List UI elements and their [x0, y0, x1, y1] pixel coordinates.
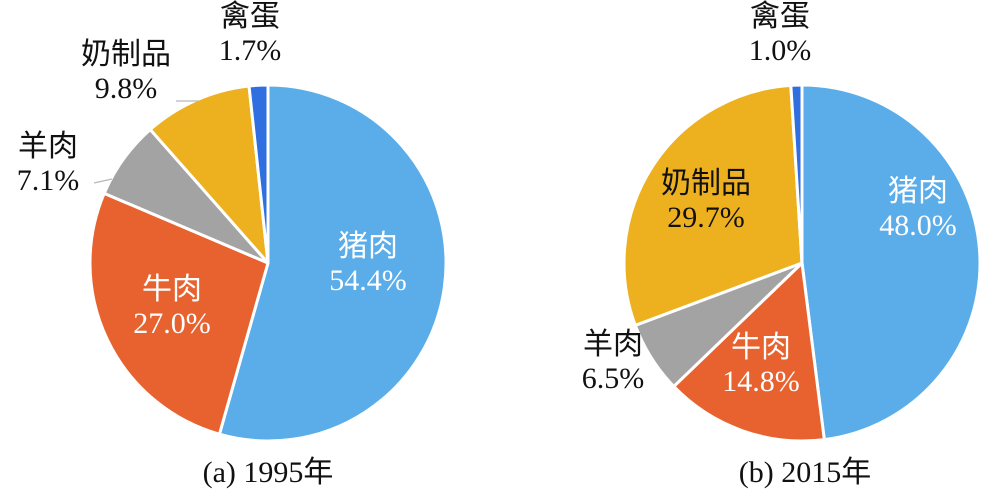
label-dairy-name-1995: 奶制品 [81, 38, 171, 71]
slice-dairy-1995 [148, 84, 270, 265]
label-mutton-name-2015: 羊肉 [583, 328, 643, 361]
slice-eggs-1995 [247, 83, 270, 265]
label-mutton-value-1995: 7.1% [17, 164, 80, 197]
label-pork-value-2015: 48.0% [879, 209, 957, 242]
label-dairy-value-2015: 29.7% [667, 201, 745, 234]
caption-2015: (b) 2015年 [739, 456, 871, 489]
label-mutton-value-2015: 6.5% [582, 362, 645, 395]
slice-eggs-2015 [789, 83, 804, 265]
label-pork-value-1995: 54.4% [329, 264, 407, 297]
slice-beef-1995 [88, 191, 270, 436]
caption-1995: (a) 1995年 [203, 456, 334, 489]
label-beef-value-1995: 27.0% [133, 307, 211, 340]
label-mutton-name-1995: 羊肉 [18, 130, 78, 163]
label-eggs-value-2015: 1.0% [749, 34, 812, 67]
label-beef-name-1995: 牛肉 [142, 273, 202, 306]
label-dairy-value-1995: 9.8% [95, 72, 158, 105]
label-beef-name-2015: 牛肉 [731, 331, 791, 364]
label-pork-name-1995: 猪肉 [338, 230, 398, 263]
label-eggs-name-2015: 禽蛋 [750, 0, 810, 33]
slice-pork-1995 [217, 83, 448, 443]
slice-dairy-2015 [622, 83, 804, 327]
slice-pork-2015 [800, 83, 982, 442]
label-pork-name-2015: 猪肉 [888, 175, 948, 208]
label-eggs-value-1995: 1.7% [219, 34, 282, 67]
label-beef-value-2015: 14.8% [722, 365, 800, 398]
label-eggs-name-1995: 禽蛋 [220, 0, 280, 33]
leader-line-mutton-1995 [93, 178, 113, 184]
label-dairy-name-2015: 奶制品 [661, 167, 751, 200]
slice-beef-2015 [672, 261, 826, 443]
